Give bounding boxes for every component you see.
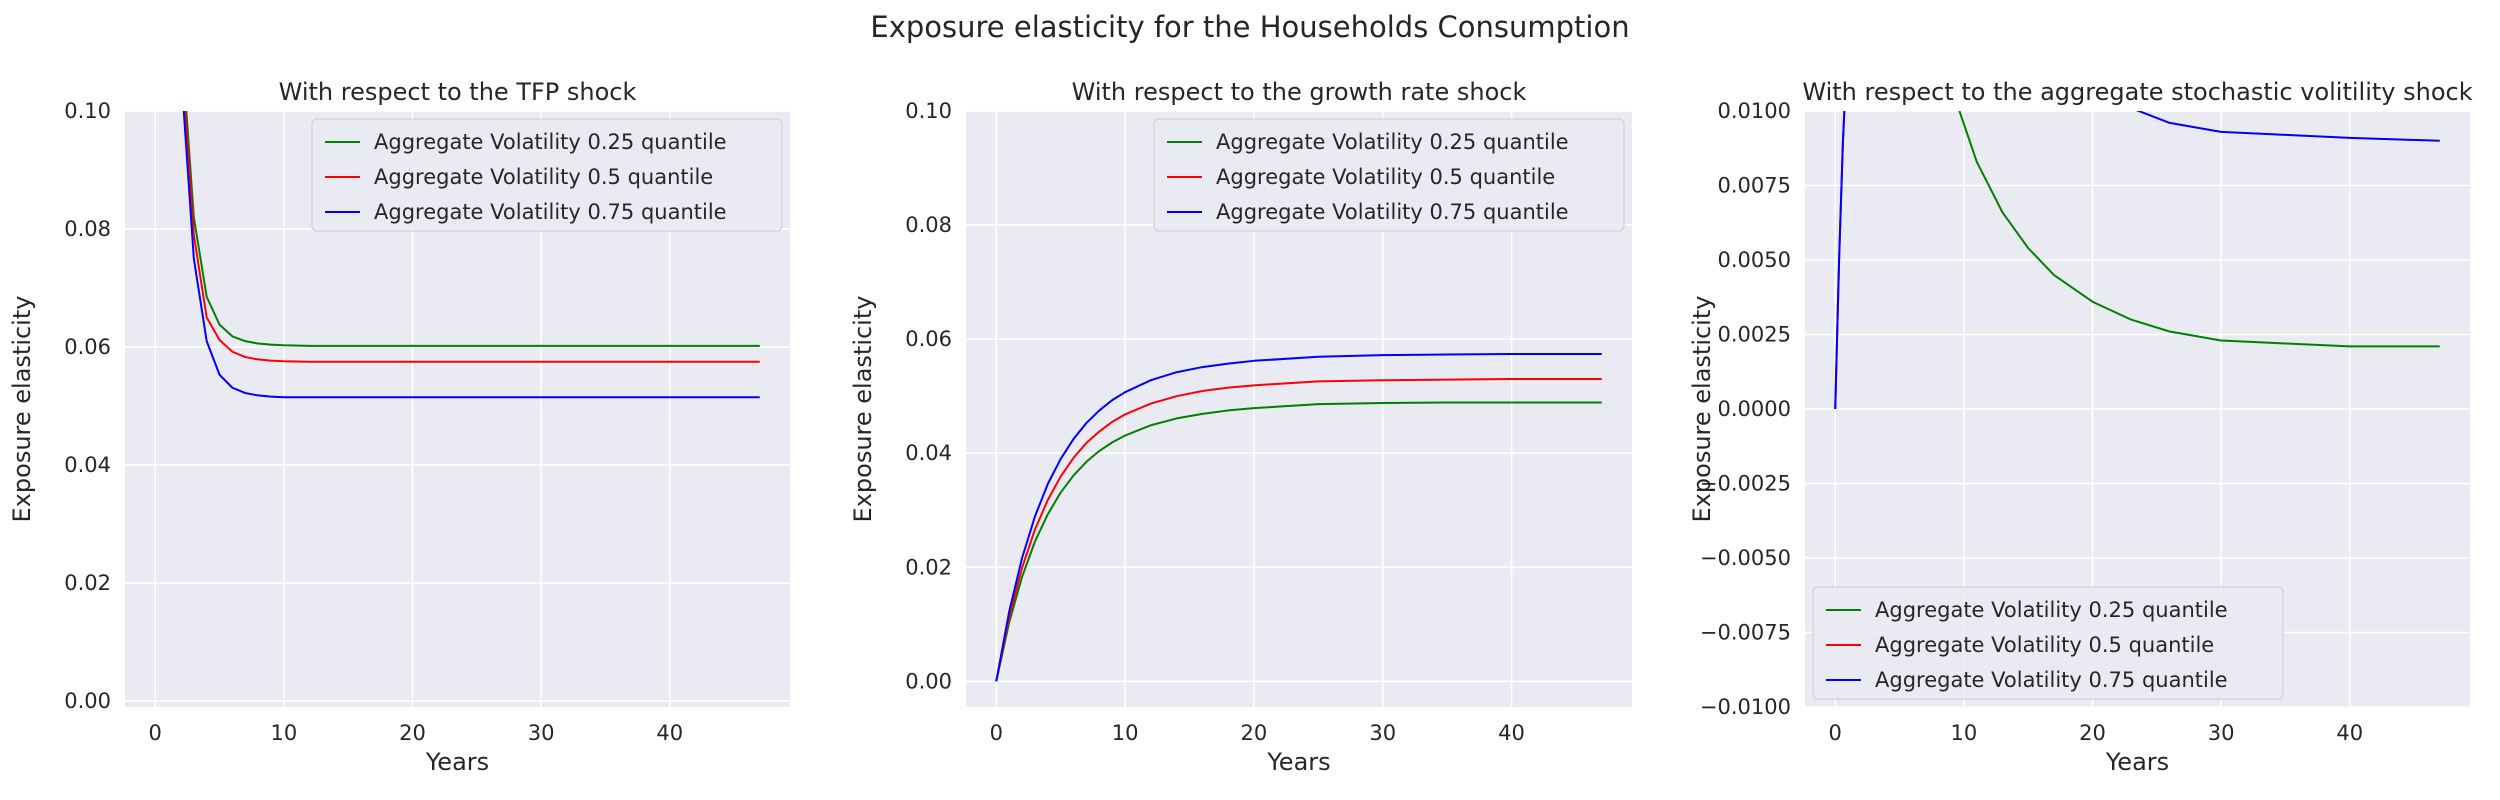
- panels: 0 10 20 30 40 0.00 0.02 0.04 0.06 0.08 0.10 With re…: [8, 78, 2473, 776]
- y-tick-label: 0.02: [64, 571, 111, 595]
- y-tick-label: −0.0025: [1700, 472, 1791, 496]
- series-group: [995, 352, 1602, 682]
- y-tick-label: 0.0075: [1718, 174, 1791, 198]
- x-tick-label: 30: [528, 721, 555, 745]
- chart-panel-3: 0 10 20 30 40 −0.0100 −0.0075 −0.0050 −0.0025 0.0…: [1688, 78, 2473, 776]
- y-axis-label: Exposure elasticity: [1688, 296, 1716, 523]
- series-group: [1834, 111, 2440, 410]
- y-tick-label: 0.00: [64, 689, 111, 713]
- chart-panel-2: 0 10 20 30 40 0.00 0.02 0.04 0.06 0.08 0.10 With re…: [849, 78, 1632, 776]
- x-tick-label: 0: [990, 721, 1003, 745]
- y-tick-label: −0.0100: [1700, 695, 1791, 719]
- series-line-2: [995, 378, 1602, 682]
- x-tick-label: 0: [149, 721, 162, 745]
- series-line-1: [1958, 111, 2440, 348]
- legend-label: Aggregate Volatility 0.5 quantile: [1216, 165, 1555, 189]
- series-line-1: [995, 401, 1602, 682]
- y-tick-label: 0.02: [905, 555, 952, 579]
- figure-title: Exposure elasticity for the Households C…: [870, 10, 1629, 44]
- x-tick-label: 40: [1498, 721, 1525, 745]
- y-tick-label: 0.0100: [1718, 99, 1791, 123]
- legend-label: Aggregate Volatility 0.5 quantile: [374, 165, 713, 189]
- legend-label: Aggregate Volatility 0.5 quantile: [1875, 633, 2214, 657]
- y-tick-label: −0.0050: [1700, 546, 1791, 570]
- series-group: [182, 111, 760, 399]
- legend-label: Aggregate Volatility 0.75 quantile: [374, 200, 727, 224]
- legend-label: Aggregate Volatility 0.25 quantile: [374, 130, 727, 154]
- y-axis-label: Exposure elasticity: [849, 296, 877, 523]
- x-tick-label: 20: [2079, 721, 2106, 745]
- series-line-3: [1834, 111, 2440, 410]
- legend-label: Aggregate Volatility 0.75 quantile: [1875, 668, 2228, 692]
- x-tick-label: 40: [2336, 721, 2363, 745]
- x-tick-label: 0: [1829, 721, 1842, 745]
- x-tick-label: 10: [1112, 721, 1139, 745]
- series-line-3: [182, 111, 760, 399]
- legend-box: [311, 118, 783, 232]
- series-line-1: [185, 111, 760, 347]
- legend-box: [1153, 118, 1625, 232]
- y-tick-label: 0.04: [905, 441, 952, 465]
- series-line-2: [184, 111, 760, 363]
- y-tick-label: 0.0050: [1718, 248, 1791, 272]
- y-tick-label: 0.0025: [1718, 323, 1791, 347]
- y-tick-label: 0.10: [905, 99, 952, 123]
- legend: Aggregate Volatility 0.25 quantile Aggreg…: [1153, 118, 1625, 232]
- y-tick-label: 0.00: [905, 669, 952, 693]
- grid: [1805, 110, 2470, 708]
- x-axis-label: Years: [2105, 748, 2169, 776]
- x-axis-label: Years: [1266, 748, 1330, 776]
- legend: Aggregate Volatility 0.25 quantile Aggreg…: [311, 118, 783, 232]
- legend-box: [1812, 586, 2284, 700]
- x-tick-label: 20: [399, 721, 426, 745]
- y-tick-label: 0.08: [905, 213, 952, 237]
- legend-label: Aggregate Volatility 0.25 quantile: [1216, 130, 1569, 154]
- y-tick-label: 0.0000: [1718, 397, 1791, 421]
- chart-title: With respect to the growth rate shock: [1072, 78, 1527, 106]
- chart-title: With respect to the aggregate stochastic…: [1802, 78, 2472, 106]
- legend: Aggregate Volatility 0.25 quantile Aggreg…: [1812, 586, 2284, 700]
- x-tick-label: 10: [1950, 721, 1977, 745]
- y-tick-label: 0.06: [64, 335, 111, 359]
- x-tick-label: 30: [2208, 721, 2235, 745]
- legend-label: Aggregate Volatility 0.25 quantile: [1875, 598, 2228, 622]
- legend-label: Aggregate Volatility 0.75 quantile: [1216, 200, 1569, 224]
- x-tick-label: 10: [270, 721, 297, 745]
- x-tick-label: 40: [656, 721, 683, 745]
- y-tick-label: −0.0075: [1700, 621, 1791, 645]
- chart-title: With respect to the TFP shock: [279, 78, 637, 106]
- y-tick-label: 0.10: [64, 99, 111, 123]
- x-tick-label: 30: [1369, 721, 1396, 745]
- chart-panel-1: 0 10 20 30 40 0.00 0.02 0.04 0.06 0.08 0.10 With re…: [8, 78, 790, 776]
- x-axis-label: Years: [425, 748, 489, 776]
- x-tick-label: 20: [1241, 721, 1268, 745]
- y-axis-label: Exposure elasticity: [8, 296, 36, 523]
- y-tick-label: 0.08: [64, 217, 111, 241]
- series-line-3: [995, 352, 1602, 682]
- y-tick-label: 0.06: [905, 327, 952, 351]
- y-tick-label: 0.04: [64, 453, 111, 477]
